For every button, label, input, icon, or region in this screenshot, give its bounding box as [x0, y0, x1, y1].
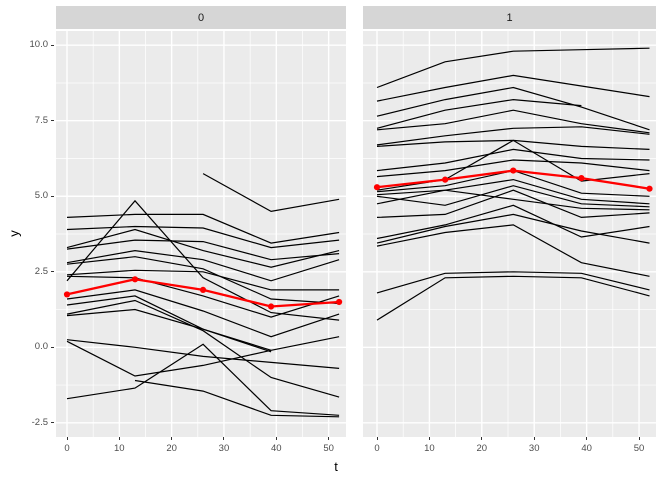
y-axis-title: y: [6, 230, 22, 237]
x-tick-mark: [428, 437, 430, 440]
spaghetti-line: [66, 295, 272, 351]
x-tick-label: 20: [476, 443, 488, 454]
x-tick-label: 30: [528, 443, 540, 454]
spaghetti-line: [66, 213, 340, 244]
mean-point: [199, 286, 207, 294]
spaghetti-line: [66, 269, 340, 291]
spaghetti-line: [66, 308, 272, 353]
mean-point: [646, 185, 653, 192]
spaghetti-line: [376, 148, 650, 172]
x-tick-label: 50: [633, 443, 645, 454]
mean-point: [336, 298, 343, 306]
spaghetti-line: [202, 173, 340, 213]
y-tick-label: 0.0: [34, 341, 48, 353]
x-tick-label: 20: [166, 443, 177, 454]
y-tick-mark: [51, 271, 54, 273]
x-tick-label: 0: [64, 443, 70, 454]
mean-point: [510, 167, 517, 174]
mean-point: [267, 303, 275, 310]
spaghetti-line: [66, 289, 340, 338]
spaghetti-line: [376, 47, 650, 89]
x-tick-label: 0: [374, 443, 380, 454]
mean-point: [578, 175, 585, 182]
spaghetti-line: [66, 336, 340, 377]
spaghetti-line: [376, 86, 650, 131]
spaghetti-line: [376, 126, 650, 146]
y-tick-mark: [51, 346, 54, 348]
spaghetti-line: [376, 189, 650, 211]
mean-point: [373, 184, 381, 191]
y-tick-mark: [51, 44, 54, 46]
spaghetti-line: [376, 204, 650, 240]
x-tick-mark: [171, 437, 173, 440]
mean-point: [442, 176, 449, 183]
x-tick-mark: [66, 437, 68, 440]
spaghetti-line: [376, 159, 650, 178]
x-tick-label: 50: [323, 443, 334, 454]
spaghetti-line: [376, 271, 650, 294]
spaghetti-line: [376, 109, 650, 134]
spaghetti-line: [66, 249, 340, 282]
x-tick-mark: [118, 437, 120, 440]
y-tick-label: -2.5: [31, 416, 48, 428]
spaghetti-line: [376, 189, 650, 219]
x-axis-title: t: [334, 459, 338, 474]
mean-point: [63, 291, 71, 298]
x-tick-mark: [376, 437, 378, 440]
spaghetti-line: [66, 199, 340, 321]
spaghetti-line: [66, 256, 340, 305]
panel-0-plot-area: [56, 31, 346, 437]
x-tick-mark: [481, 437, 483, 440]
y-tick-label: 5.0: [34, 190, 48, 202]
x-tick-label: 30: [218, 443, 230, 454]
spaghetti-line: [66, 239, 340, 261]
spaghetti-line: [66, 275, 340, 318]
x-tick-label: 10: [114, 443, 125, 454]
spaghetti-line: [376, 98, 582, 129]
spaghetti-line: [376, 185, 650, 208]
y-tick-mark: [51, 120, 54, 122]
x-tick-mark: [638, 437, 640, 440]
spaghetti-line: [66, 343, 340, 416]
spaghetti-line: [66, 299, 340, 398]
y-tick-mark: [51, 422, 54, 424]
x-tick-mark: [223, 437, 225, 440]
facet-strip-0: 0: [56, 6, 346, 29]
spaghetti-line: [376, 224, 650, 277]
x-tick-mark: [328, 437, 330, 440]
spaghetti-line: [66, 339, 340, 369]
spaghetti-line: [66, 228, 340, 268]
x-tick-label: 10: [424, 443, 435, 454]
panel-1-plot-area: [363, 31, 656, 437]
spaghetti-line: [376, 74, 650, 102]
x-tick-mark: [586, 437, 588, 440]
facet-strip-1-label: 1: [506, 11, 513, 24]
spaghetti-line: [376, 275, 650, 321]
facet-strip-1: 1: [363, 6, 656, 29]
spaghetti-line: [376, 178, 650, 205]
mean-point: [131, 276, 139, 283]
x-tick-mark: [533, 437, 535, 440]
x-tick-mark: [275, 437, 277, 440]
spaghetti-line: [376, 213, 650, 244]
y-tick-label: 7.5: [34, 114, 48, 126]
y-tick-label: 10.0: [29, 39, 49, 51]
spaghetti-line: [134, 379, 340, 418]
x-tick-label: 40: [271, 443, 282, 454]
y-tick-mark: [51, 195, 54, 197]
y-tick-label: 2.5: [34, 265, 48, 277]
facet-strip-0-label: 0: [197, 11, 205, 24]
x-tick-label: 40: [581, 443, 592, 454]
